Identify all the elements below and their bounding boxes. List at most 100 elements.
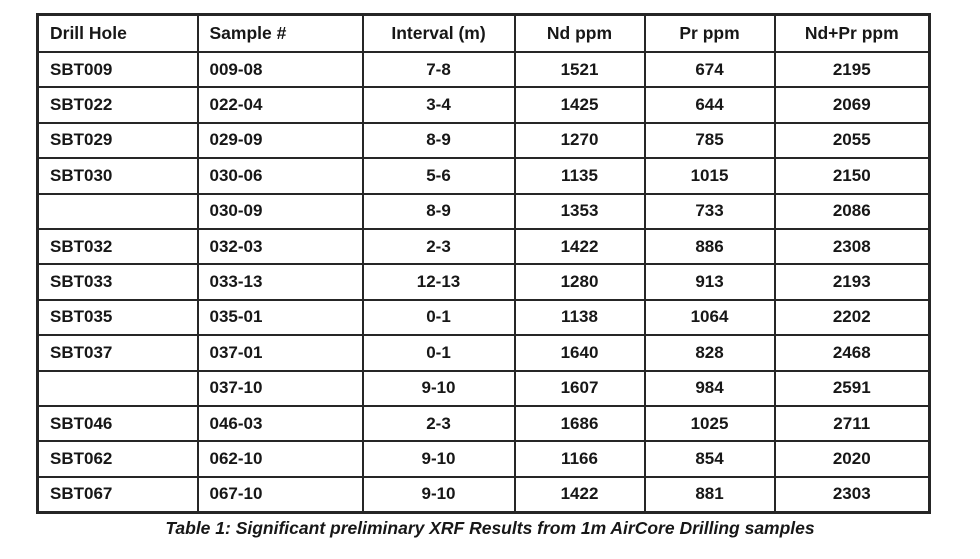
table-cell: 2-3 bbox=[361, 404, 516, 443]
table-cell: SBT062 bbox=[36, 440, 199, 478]
table-row: SBT032 032-03 2-3 1422 886 2308 bbox=[36, 227, 931, 266]
table-cell: 9-10 bbox=[361, 475, 516, 514]
table-cell: 886 bbox=[643, 227, 776, 266]
table-cell: 046-03 bbox=[196, 404, 364, 443]
table-cell: 785 bbox=[643, 121, 776, 160]
table-cell: 1270 bbox=[513, 121, 646, 160]
table-cell: 033-13 bbox=[196, 263, 364, 301]
table-cell: 2202 bbox=[773, 298, 931, 337]
table-row: SBT033 033-13 12-13 1280 913 2193 bbox=[36, 263, 931, 301]
table-cell: 1640 bbox=[513, 334, 646, 372]
table-cell: SBT037 bbox=[36, 334, 199, 372]
table-cell: 067-10 bbox=[196, 475, 364, 514]
table-cell: 12-13 bbox=[361, 263, 516, 301]
table-cell: 2069 bbox=[773, 86, 931, 124]
column-header-interval-m: Interval (m) bbox=[361, 13, 516, 53]
column-header-drill-hole: Drill Hole bbox=[36, 13, 199, 53]
table-row: SBT022 022-04 3-4 1425 644 2069 bbox=[36, 86, 931, 124]
table-cell: 032-03 bbox=[196, 227, 364, 266]
table-cell: 1686 bbox=[513, 404, 646, 443]
column-header-nd-pr-ppm: Nd+Pr ppm bbox=[773, 13, 931, 53]
table-cell: 2308 bbox=[773, 227, 931, 266]
table-cell: 037-01 bbox=[196, 334, 364, 372]
table-cell: 9-10 bbox=[361, 440, 516, 478]
xrf-results-table: Drill Hole Sample # Interval (m) Nd ppm Pr p… bbox=[36, 13, 931, 515]
table-cell bbox=[36, 369, 199, 407]
table-cell: 022-04 bbox=[196, 86, 364, 124]
table-cell: 1422 bbox=[513, 475, 646, 514]
table-cell: 1064 bbox=[643, 298, 776, 337]
table-row: SBT029 029-09 8-9 1270 785 2055 bbox=[36, 121, 931, 160]
table-cell: 3-4 bbox=[361, 86, 516, 124]
table-cell: 1422 bbox=[513, 227, 646, 266]
table-cell: 1135 bbox=[513, 157, 646, 195]
table-cell: 7-8 bbox=[361, 50, 516, 89]
table-cell: 9-10 bbox=[361, 369, 516, 407]
table-cell: SBT009 bbox=[36, 50, 199, 89]
table-cell: 1138 bbox=[513, 298, 646, 337]
table-cell bbox=[36, 192, 199, 230]
table-cell: 1607 bbox=[513, 369, 646, 407]
table-cell: 2468 bbox=[773, 334, 931, 372]
table-cell: 8-9 bbox=[361, 121, 516, 160]
table-cell: 1025 bbox=[643, 404, 776, 443]
table-cell: 1015 bbox=[643, 157, 776, 195]
table-cell: 8-9 bbox=[361, 192, 516, 230]
table-row: SBT030 030-06 5-6 1135 1015 2150 bbox=[36, 157, 931, 195]
table-cell: 1166 bbox=[513, 440, 646, 478]
table-row: SBT037 037-01 0-1 1640 828 2468 bbox=[36, 334, 931, 372]
table-cell: 1521 bbox=[513, 50, 646, 89]
table-cell: 0-1 bbox=[361, 334, 516, 372]
table-row: SBT062 062-10 9-10 1166 854 2020 bbox=[36, 440, 931, 478]
table-cell: 1353 bbox=[513, 192, 646, 230]
table-row: SBT067 067-10 9-10 1422 881 2303 bbox=[36, 475, 931, 514]
table-row: 030-09 8-9 1353 733 2086 bbox=[36, 192, 931, 230]
column-header-sample: Sample # bbox=[196, 13, 364, 53]
table-cell: SBT067 bbox=[36, 475, 199, 514]
table-cell: 2-3 bbox=[361, 227, 516, 266]
table-cell: 2055 bbox=[773, 121, 931, 160]
table-cell: 2086 bbox=[773, 192, 931, 230]
table-cell: 854 bbox=[643, 440, 776, 478]
table-caption: Table 1: Significant preliminary XRF Res… bbox=[165, 518, 815, 538]
table-cell: 881 bbox=[643, 475, 776, 514]
column-header-pr-ppm: Pr ppm bbox=[643, 13, 776, 53]
table-cell: 1280 bbox=[513, 263, 646, 301]
table-cell: 029-09 bbox=[196, 121, 364, 160]
table-cell: SBT035 bbox=[36, 298, 199, 337]
table-cell: 2193 bbox=[773, 263, 931, 301]
header-row: Drill Hole Sample # Interval (m) Nd ppm Pr p… bbox=[36, 13, 931, 53]
results-table-body: SBT009 009-08 7-8 1521 674 2195 SBT022 022-04 3-… bbox=[36, 50, 931, 514]
table-cell: 1425 bbox=[513, 86, 646, 124]
table-cell: SBT046 bbox=[36, 404, 199, 443]
table-cell: 2303 bbox=[773, 475, 931, 514]
table-cell: 984 bbox=[643, 369, 776, 407]
table-cell: 674 bbox=[643, 50, 776, 89]
table-cell: SBT029 bbox=[36, 121, 199, 160]
table-cell: 2711 bbox=[773, 404, 931, 443]
table-row: SBT035 035-01 0-1 1138 1064 2202 bbox=[36, 298, 931, 337]
table-cell: 2150 bbox=[773, 157, 931, 195]
table-cell: 030-06 bbox=[196, 157, 364, 195]
table-cell: 0-1 bbox=[361, 298, 516, 337]
table-cell: SBT030 bbox=[36, 157, 199, 195]
table-cell: 828 bbox=[643, 334, 776, 372]
table-cell: 062-10 bbox=[196, 440, 364, 478]
table-cell: 009-08 bbox=[196, 50, 364, 89]
table-cell: 913 bbox=[643, 263, 776, 301]
table-cell: SBT022 bbox=[36, 86, 199, 124]
table-cell: 030-09 bbox=[196, 192, 364, 230]
table-cell: 2020 bbox=[773, 440, 931, 478]
table-cell: 2195 bbox=[773, 50, 931, 89]
table-cell: 2591 bbox=[773, 369, 931, 407]
column-header-nd-ppm: Nd ppm bbox=[513, 13, 646, 53]
table-cell: SBT032 bbox=[36, 227, 199, 266]
table-cell: 5-6 bbox=[361, 157, 516, 195]
table-row: 037-10 9-10 1607 984 2591 bbox=[36, 369, 931, 407]
table-cell: 644 bbox=[643, 86, 776, 124]
table-cell: 733 bbox=[643, 192, 776, 230]
table-row: SBT046 046-03 2-3 1686 1025 2711 bbox=[36, 404, 931, 443]
table-row: SBT009 009-08 7-8 1521 674 2195 bbox=[36, 50, 931, 89]
table-cell: 035-01 bbox=[196, 298, 364, 337]
